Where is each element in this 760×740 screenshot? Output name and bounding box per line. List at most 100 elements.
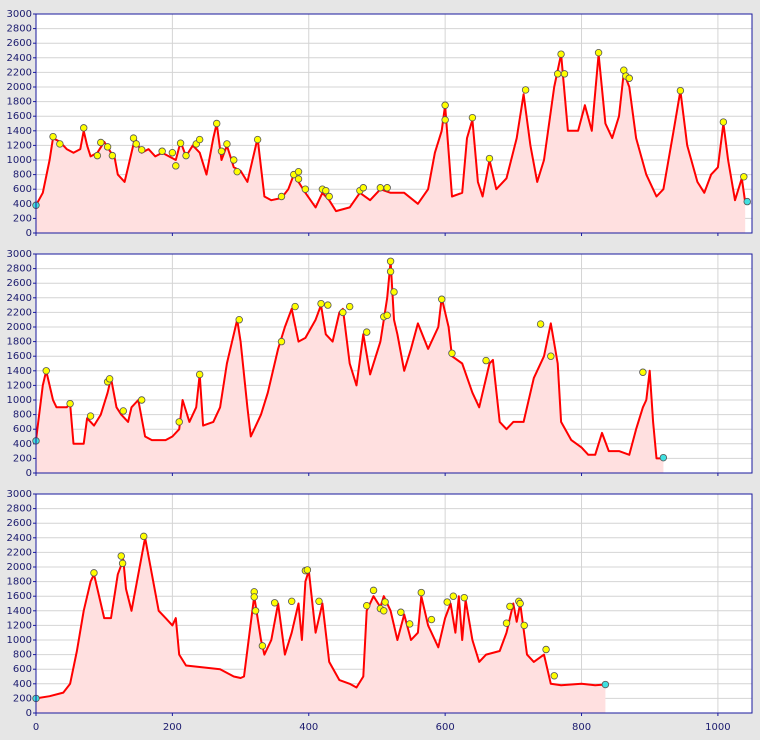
waypoint bbox=[516, 599, 524, 608]
waypoint bbox=[325, 192, 333, 201]
waypoint bbox=[294, 167, 303, 176]
waypoint bbox=[315, 597, 323, 606]
waypoint bbox=[506, 602, 514, 611]
waypoint bbox=[502, 619, 511, 627]
y-tick-label: 200 bbox=[13, 693, 32, 704]
waypoint bbox=[105, 375, 114, 383]
y-tick-label: 2200 bbox=[7, 67, 32, 78]
waypoint bbox=[294, 175, 303, 183]
x-tick-label: 600 bbox=[436, 722, 455, 733]
waypoint bbox=[363, 328, 371, 336]
waypoint bbox=[195, 370, 204, 379]
waypoint bbox=[217, 147, 226, 155]
y-tick-label: 200 bbox=[13, 453, 32, 464]
waypoint bbox=[594, 48, 603, 57]
waypoint bbox=[322, 186, 330, 195]
x-tick-label: 200 bbox=[163, 722, 182, 733]
waypoint bbox=[80, 124, 88, 132]
area-fill bbox=[36, 261, 664, 473]
elevation-line bbox=[35, 260, 664, 460]
x-tick-label: 400 bbox=[299, 722, 318, 733]
waypoint bbox=[288, 597, 296, 606]
y-tick-label: 2400 bbox=[7, 53, 32, 64]
y-tick-label: 2600 bbox=[7, 518, 32, 529]
waypoint bbox=[369, 586, 378, 595]
waypoint bbox=[536, 320, 545, 328]
waypoint bbox=[137, 146, 146, 154]
waypoint bbox=[625, 74, 633, 82]
y-tick-label: 1600 bbox=[7, 351, 32, 362]
waypoint bbox=[117, 552, 125, 560]
waypoint bbox=[482, 356, 490, 365]
waypoint bbox=[233, 167, 241, 176]
plot-border bbox=[35, 253, 753, 474]
waypoint bbox=[553, 70, 562, 78]
x-tick-label: 1000 bbox=[705, 722, 730, 733]
y-tick-label: 2000 bbox=[7, 82, 32, 93]
waypoint bbox=[550, 672, 558, 680]
waypoint bbox=[443, 598, 451, 606]
waypoint bbox=[168, 148, 177, 157]
waypoint bbox=[547, 352, 555, 360]
waypoint bbox=[441, 101, 449, 109]
waypoint bbox=[417, 588, 425, 597]
y-tick-label: 1400 bbox=[7, 606, 32, 617]
waypoint bbox=[381, 598, 389, 606]
waypoint bbox=[324, 301, 332, 309]
waypoint bbox=[485, 154, 494, 163]
waypoint bbox=[119, 407, 127, 415]
area-fill bbox=[36, 54, 746, 234]
waypoint bbox=[449, 592, 458, 600]
plot-border bbox=[35, 13, 753, 234]
y-tick-label: 2000 bbox=[7, 562, 32, 573]
area-fill bbox=[36, 537, 606, 713]
y-tick-label: 600 bbox=[13, 424, 32, 435]
y-tick-label: 2800 bbox=[7, 24, 32, 35]
waypoint bbox=[448, 349, 456, 357]
y-tick-label: 3000 bbox=[7, 9, 32, 20]
y-tick-label: 1200 bbox=[7, 620, 32, 631]
y-tick-label: 1800 bbox=[7, 337, 32, 348]
y-tick-label: 2800 bbox=[7, 504, 32, 515]
waypoint bbox=[521, 86, 530, 94]
waypoint bbox=[66, 399, 74, 408]
waypoint bbox=[175, 418, 183, 426]
waypoint bbox=[182, 151, 190, 160]
plot-border bbox=[35, 493, 753, 714]
waypoint bbox=[49, 132, 57, 141]
waypoint bbox=[359, 184, 368, 192]
y-tick-label: 1800 bbox=[7, 97, 32, 108]
x-tick-label: 0 bbox=[33, 722, 39, 733]
y-tick-label: 0 bbox=[26, 468, 32, 479]
waypoint bbox=[676, 86, 685, 95]
y-tick-label: 2200 bbox=[7, 307, 32, 318]
y-tick-label: 3000 bbox=[7, 489, 32, 500]
y-tick-label: 2800 bbox=[7, 264, 32, 275]
waypoint bbox=[176, 139, 185, 147]
y-tick-label: 2400 bbox=[7, 293, 32, 304]
waypoint bbox=[386, 267, 395, 276]
y-tick-label: 0 bbox=[26, 708, 32, 719]
y-tick-label: 2200 bbox=[7, 547, 32, 558]
y-tick-label: 800 bbox=[13, 650, 32, 661]
waypoint bbox=[639, 368, 647, 376]
y-tick-label: 2600 bbox=[7, 38, 32, 49]
waypoint bbox=[172, 162, 180, 170]
waypoint bbox=[542, 645, 550, 654]
waypoint bbox=[90, 569, 98, 577]
y-tick-label: 1600 bbox=[7, 591, 32, 602]
waypoint bbox=[56, 140, 64, 148]
waypoint bbox=[441, 116, 449, 124]
y-tick-label: 1800 bbox=[7, 577, 32, 588]
waypoint bbox=[468, 113, 477, 122]
waypoint bbox=[339, 308, 347, 317]
y-tick-label: 1600 bbox=[7, 111, 32, 122]
waypoint bbox=[390, 288, 398, 296]
waypoint bbox=[158, 147, 166, 155]
waypoint bbox=[129, 134, 138, 142]
waypoint bbox=[213, 119, 221, 128]
waypoint bbox=[363, 601, 371, 610]
y-tick-label: 1200 bbox=[7, 380, 32, 391]
waypoint bbox=[303, 566, 312, 574]
